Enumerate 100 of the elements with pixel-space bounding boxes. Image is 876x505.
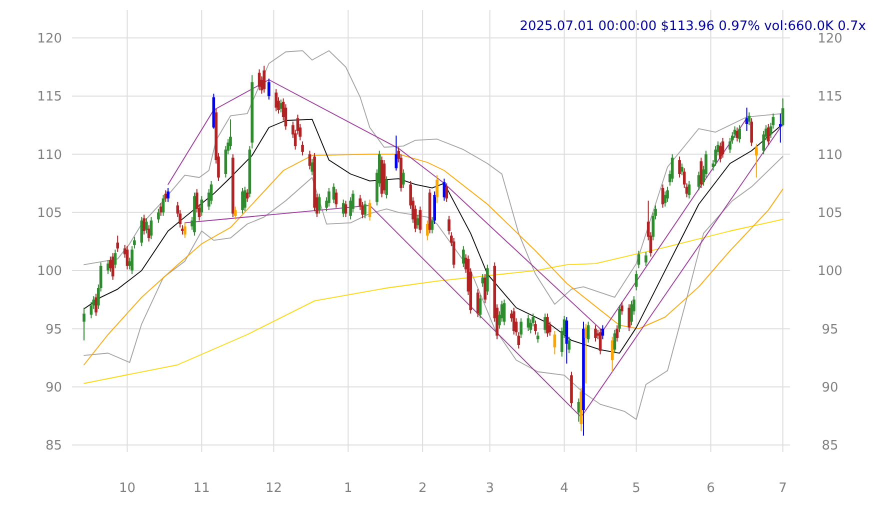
candlestick <box>140 216 144 247</box>
candlestick <box>568 336 570 354</box>
candlestick <box>714 146 717 166</box>
y-tick-label: 105 <box>37 206 62 221</box>
y-tick-label: 110 <box>37 148 62 163</box>
y2-tick-label: 95 <box>822 322 838 338</box>
candlestick <box>476 288 480 318</box>
y2-tick-label: 105 <box>818 206 842 221</box>
candlestick <box>200 196 204 216</box>
candlestick <box>601 324 604 340</box>
candlestick <box>342 199 345 218</box>
candlestick <box>766 123 770 146</box>
candlestick <box>678 156 681 178</box>
y-tick-label: 85 <box>45 438 62 454</box>
candlestick <box>666 186 669 202</box>
candlestick <box>274 88 278 112</box>
candlestick <box>718 142 722 163</box>
candlestick <box>241 187 244 214</box>
candlestick <box>116 235 120 252</box>
candlestick <box>147 224 150 242</box>
x-tick-label: 6 <box>706 481 715 496</box>
line-series <box>84 50 784 305</box>
candlestick <box>616 324 619 342</box>
candlestick <box>258 68 261 91</box>
candlestick <box>628 304 631 332</box>
candlestick <box>520 318 522 339</box>
candlestick <box>680 163 684 176</box>
candlestick <box>94 293 98 316</box>
candlestick <box>634 270 638 291</box>
candlestick <box>534 320 537 336</box>
y2-tick-label: 90 <box>822 380 838 396</box>
candlestick <box>416 214 420 230</box>
candlestick <box>268 78 270 100</box>
candlestick <box>664 190 667 208</box>
x-tick-label: 7 <box>778 481 787 496</box>
candlestick <box>481 274 484 288</box>
candlestick <box>142 214 146 235</box>
candlestick <box>630 300 633 326</box>
candlestick <box>462 246 465 268</box>
candlestick <box>368 199 372 222</box>
candlestick <box>334 188 338 208</box>
x-tick-label: 10 <box>118 481 136 496</box>
candlestick <box>778 113 782 144</box>
x-tick-label: 3 <box>486 481 494 496</box>
candlestick <box>546 313 549 338</box>
candlestick <box>644 251 648 266</box>
candlestick <box>145 218 148 234</box>
text: 2025.07.01 00:00:00 $113.96 0.97% vol:660.0K 0.7x <box>520 19 866 34</box>
candlestick <box>111 252 114 280</box>
y2-tick-label: 85 <box>822 438 838 454</box>
y2-tick-label: 110 <box>818 148 842 163</box>
candlestick <box>486 264 489 296</box>
line-series <box>84 156 784 420</box>
candlestick <box>536 332 540 344</box>
candlestick <box>82 307 86 341</box>
candlestick <box>586 321 590 344</box>
candlestick <box>598 328 602 355</box>
y2-tick-label: 120 <box>818 31 842 46</box>
candlestick <box>243 186 246 212</box>
x-tick-label: 2 <box>418 481 427 496</box>
candlestick <box>620 301 624 316</box>
candlestick <box>262 65 266 94</box>
candlestick <box>618 304 621 333</box>
y2-tick-label: 115 <box>818 90 842 105</box>
x-tick-label: 4 <box>560 481 568 496</box>
candlestick <box>430 216 434 234</box>
line-series <box>84 218 784 384</box>
y-tick-label: 120 <box>37 31 62 46</box>
candlestick <box>280 99 282 113</box>
y-tick-label: 100 <box>37 264 62 280</box>
x-tick-label: 5 <box>632 481 640 496</box>
y2-tick-label: 100 <box>818 264 842 280</box>
candlestick <box>183 222 186 238</box>
candlestick <box>426 220 429 241</box>
candlestick <box>385 176 388 199</box>
candlestick <box>688 180 691 199</box>
candlestick <box>754 143 758 178</box>
candlestick <box>328 187 330 208</box>
candlestick <box>697 171 700 191</box>
candlestick <box>418 206 422 234</box>
y-tick-label: 90 <box>45 380 62 396</box>
candlestick <box>166 187 170 202</box>
candlestick <box>544 313 546 334</box>
y-tick-label: 115 <box>37 90 62 105</box>
x-tick-label: 12 <box>265 481 282 496</box>
y-tick-label: 95 <box>45 322 62 338</box>
candlestick <box>106 260 110 275</box>
candlestick <box>584 324 588 384</box>
candlestick <box>594 324 597 342</box>
candlestick <box>157 208 160 224</box>
candlestick <box>344 200 348 218</box>
candlestick <box>745 107 748 132</box>
candlestick <box>234 206 237 220</box>
x-tick-label: 1 <box>344 481 352 496</box>
candlestick <box>670 154 674 183</box>
candlestick <box>159 202 162 216</box>
candlestick <box>553 330 556 355</box>
candlestick <box>750 118 753 147</box>
candlestick <box>162 194 165 216</box>
candlestick <box>402 168 405 188</box>
